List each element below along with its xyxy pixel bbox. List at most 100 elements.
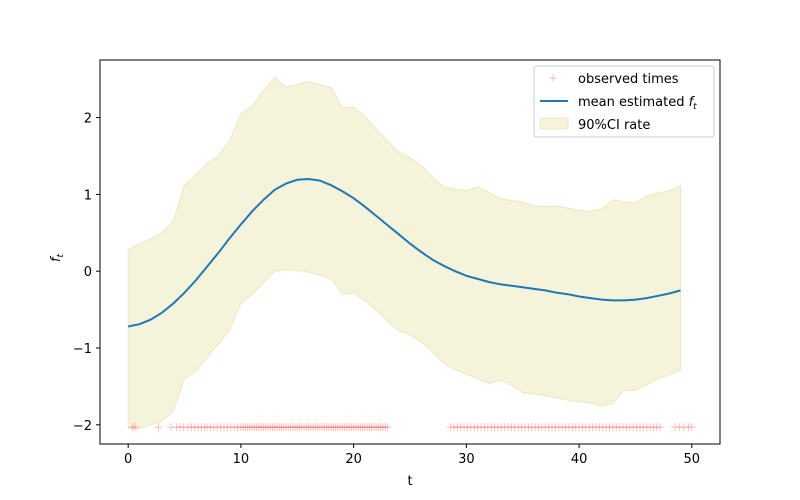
observed-time-marker [598, 423, 607, 432]
observed-time-marker [585, 423, 594, 432]
observed-time-marker [446, 423, 455, 432]
observed-time-marker [581, 423, 590, 432]
observed-time-marker [470, 423, 479, 432]
observed-time-marker [449, 423, 458, 432]
observed-time-marker [372, 423, 381, 432]
observed-time-marker [376, 423, 385, 432]
observed-time-marker [378, 423, 387, 432]
y-tick-label: 2 [84, 112, 92, 127]
observed-time-marker [504, 423, 513, 432]
observed-time-marker [179, 423, 188, 432]
observed-time-marker [154, 423, 163, 432]
observed-time-marker [236, 423, 245, 432]
observed-time-marker [351, 423, 360, 432]
observed-time-marker [268, 423, 277, 432]
observed-time-marker [363, 423, 372, 432]
observed-time-marker [490, 423, 499, 432]
observed-time-marker [324, 423, 333, 432]
observed-time-marker [510, 423, 519, 432]
observed-time-marker [340, 423, 349, 432]
plot-layer [127, 77, 696, 432]
observed-time-marker [358, 423, 367, 432]
observed-time-marker [275, 423, 284, 432]
observed-time-marker [128, 423, 137, 432]
y-tick-label: −2 [73, 419, 92, 434]
y-tick-label: 1 [84, 188, 92, 203]
observed-time-marker [263, 423, 272, 432]
observed-time-marker [315, 423, 324, 432]
observed-time-marker [381, 423, 390, 432]
observed-time-marker [345, 423, 354, 432]
observed-time-marker [183, 423, 192, 432]
observed-time-marker [213, 423, 222, 432]
observed-time-marker [605, 423, 614, 432]
x-tick-label: 50 [684, 452, 701, 467]
observed-time-marker [250, 423, 259, 432]
legend-observed-marker [549, 74, 557, 82]
observed-time-marker [608, 423, 617, 432]
observed-time-marker [473, 423, 482, 432]
legend-mean-label: mean estimated ft [578, 95, 697, 112]
x-tick-label: 20 [345, 452, 362, 467]
observed-time-marker [203, 423, 212, 432]
observed-time-marker [374, 423, 383, 432]
observed-time-marker [311, 423, 320, 432]
observed-time-marker [578, 423, 587, 432]
observed-time-marker [223, 423, 232, 432]
observed-time-marker [349, 423, 358, 432]
observed-time-marker [176, 423, 185, 432]
observed-time-marker [568, 423, 577, 432]
observed-time-marker [356, 423, 365, 432]
observed-time-marker [463, 423, 472, 432]
observed-time-marker [619, 423, 628, 432]
observed-time-marker [200, 423, 209, 432]
observed-time-marker [612, 423, 621, 432]
observed-time-marker [592, 423, 600, 432]
observed-time-marker [558, 423, 567, 432]
observed-time-marker [524, 423, 533, 432]
observed-time-marker [293, 423, 302, 432]
observed-time-marker [497, 423, 506, 432]
observed-time-marker [243, 423, 252, 432]
observed-time-marker [367, 423, 376, 432]
observed-time-marker [679, 423, 688, 432]
x-tick-label: 30 [458, 452, 475, 467]
observed-time-marker [656, 423, 665, 432]
observed-time-marker [313, 423, 322, 432]
observed-time-marker [517, 423, 526, 432]
observed-time-marker [206, 423, 215, 432]
observed-time-marker [514, 423, 523, 432]
legend-ci-swatch [539, 117, 569, 130]
observed-time-marker [333, 423, 342, 432]
observed-time-marker [684, 423, 693, 432]
observed-time-marker [360, 423, 369, 432]
observed-time-marker [480, 423, 489, 432]
observed-time-marker [190, 423, 199, 432]
x-axis-label: t [407, 474, 412, 489]
observed-time-marker [670, 423, 679, 432]
observed-time-marker [279, 423, 288, 432]
x-tick-label: 10 [233, 452, 250, 467]
observed-time-marker [369, 423, 378, 432]
observed-time-marker [239, 423, 248, 432]
observed-time-marker [309, 423, 318, 432]
observed-time-marker [487, 423, 496, 432]
axes-layer: 0 10 20 30 40 50 −2 −1 0 1 2 [73, 59, 721, 467]
observed-time-marker [304, 423, 313, 432]
observed-time-marker [544, 423, 553, 432]
observed-time-marker [288, 423, 297, 432]
observed-time-marker [615, 423, 624, 432]
observed-time-marker [632, 423, 641, 432]
observed-time-marker [306, 423, 315, 432]
observed-time-marker [635, 423, 644, 432]
observed-time-marker [282, 423, 290, 432]
observed-time-marker [564, 423, 573, 432]
observed-time-marker [365, 423, 374, 432]
observed-time-marker [527, 423, 536, 432]
observed-time-marker [252, 423, 261, 432]
observed-time-marker [541, 423, 550, 432]
observed-time-marker [537, 423, 546, 432]
observed-time-marker [233, 423, 242, 432]
legend-observed-label: observed times [578, 72, 679, 87]
observed-time-marker [551, 423, 560, 432]
